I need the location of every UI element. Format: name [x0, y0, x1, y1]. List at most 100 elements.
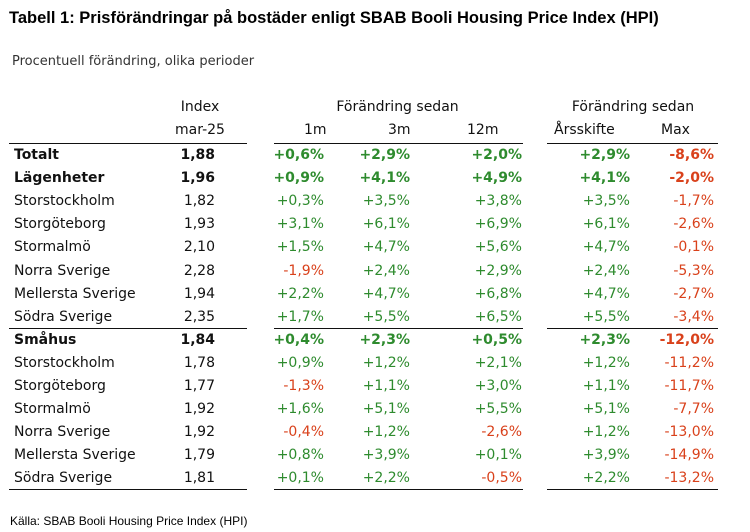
- row-label: Storstockholm: [14, 354, 115, 371]
- change-max: -0,1%: [673, 239, 714, 256]
- change-max: -14,9%: [664, 447, 714, 464]
- index-value: 1,77: [183, 378, 215, 394]
- index-value: 1,79: [183, 447, 215, 464]
- row-label: Småhus: [14, 331, 77, 348]
- change-1m: +0,3%: [276, 193, 324, 210]
- row-label: Stormalmö: [14, 401, 91, 418]
- row-label: Lägenheter: [14, 170, 105, 187]
- table-row: Stormalmö 2,10 +1,5% +4,7% +5,6% +4,7% -0,1%: [0, 236, 750, 259]
- index-value: 1,81: [183, 470, 215, 487]
- row-label: Stormalmö: [14, 239, 91, 256]
- table-row: Södra Sverige 2,35 +1,7% +5,5% +6,5% +5,5% -3,…: [0, 306, 750, 329]
- change-12m: +0,1%: [474, 447, 522, 464]
- separator-header-left: [9, 143, 247, 144]
- separator-bottom-mid: [274, 489, 523, 490]
- index-value: 1,78: [183, 354, 215, 371]
- row-label: Storstockholm: [14, 193, 115, 210]
- row-label: Södra Sverige: [14, 308, 113, 325]
- change-12m: +6,9%: [474, 216, 522, 233]
- change-max: -13,0%: [664, 424, 714, 441]
- index-value: 1,93: [183, 216, 215, 233]
- change-3m: +3,5%: [362, 193, 410, 210]
- header-max: Max: [661, 122, 690, 138]
- row-label: Norra Sverige: [14, 262, 111, 279]
- change-1m: +0,9%: [273, 170, 324, 187]
- table-row: Lägenheter 1,96 +0,9% +4,1% +4,9% +4,1% -2,0%: [0, 167, 750, 190]
- header-index: Index: [180, 99, 220, 115]
- index-value: 2,35: [183, 308, 215, 325]
- separator-bottom-right: [547, 489, 718, 490]
- change-max: -7,7%: [673, 401, 714, 418]
- table-title: Tabell 1: Prisförändringar på bostäder e…: [9, 9, 659, 27]
- index-value: 1,92: [183, 424, 215, 441]
- change-arsskifte: +6,1%: [582, 216, 630, 233]
- change-1m: +3,1%: [276, 216, 324, 233]
- change-arsskifte: +3,9%: [582, 447, 630, 464]
- table-row: Norra Sverige 1,92 -0,4% +1,2% -2,6% +1,2% -13…: [0, 421, 750, 444]
- change-12m: +2,1%: [474, 354, 522, 371]
- change-arsskifte: +3,5%: [582, 193, 630, 210]
- index-value: 1,96: [180, 170, 215, 187]
- table-row: Norra Sverige 2,28 -1,9% +2,4% +2,9% +2,4% -5,…: [0, 260, 750, 283]
- row-label: Mellersta Sverige: [14, 447, 136, 464]
- change-3m: +6,1%: [362, 216, 410, 233]
- change-1m: +0,1%: [276, 470, 324, 487]
- change-arsskifte: +4,7%: [582, 239, 630, 256]
- change-12m: -0,5%: [481, 470, 522, 487]
- change-arsskifte: +1,1%: [582, 378, 630, 394]
- change-12m: +5,5%: [474, 401, 522, 418]
- change-1m: -0,4%: [283, 424, 324, 441]
- change-12m: +2,0%: [471, 147, 522, 163]
- change-max: -13,2%: [664, 470, 714, 487]
- table-row: Storgöteborg 1,77 -1,3% +1,1% +3,0% +1,1% -11,…: [0, 375, 750, 398]
- change-3m: +4,1%: [359, 170, 410, 187]
- change-arsskifte: +1,2%: [582, 424, 630, 441]
- header-change-group-2: Förändring sedan: [571, 99, 695, 115]
- change-1m: +2,2%: [276, 285, 324, 302]
- row-label: Totalt: [14, 147, 59, 163]
- change-arsskifte: +2,9%: [579, 147, 630, 163]
- row-label: Mellersta Sverige: [14, 285, 136, 302]
- change-3m: +2,2%: [362, 470, 410, 487]
- header-3m: 3m: [388, 122, 411, 138]
- header-12m: 12m: [467, 122, 499, 138]
- change-3m: +1,1%: [362, 378, 410, 394]
- change-3m: +2,4%: [362, 262, 410, 279]
- change-3m: +4,7%: [362, 239, 410, 256]
- change-12m: +5,6%: [474, 239, 522, 256]
- change-max: -1,7%: [673, 193, 714, 210]
- change-3m: +2,9%: [359, 147, 410, 163]
- change-1m: +0,9%: [276, 354, 324, 371]
- index-value: 1,94: [183, 285, 215, 302]
- change-1m: -1,9%: [283, 262, 324, 279]
- change-max: -2,7%: [673, 285, 714, 302]
- separator-header-right: [547, 143, 718, 144]
- source-note: Källa: SBAB Booli Housing Price Index (H…: [10, 514, 248, 528]
- change-arsskifte: +2,4%: [582, 262, 630, 279]
- change-arsskifte: +2,2%: [582, 470, 630, 487]
- change-1m: -1,3%: [283, 378, 324, 394]
- table-row: Storstockholm 1,78 +0,9% +1,2% +2,1% +1,2% -11…: [0, 352, 750, 375]
- change-max: -11,2%: [664, 354, 714, 371]
- table-row: Södra Sverige 1,81 +0,1% +2,2% -0,5% +2,2% -13…: [0, 467, 750, 490]
- change-3m: +1,2%: [362, 354, 410, 371]
- change-1m: +1,6%: [276, 401, 324, 418]
- table-row: Mellersta Sverige 1,79 +0,8% +3,9% +0,1% +3,9…: [0, 444, 750, 467]
- change-max: -5,3%: [673, 262, 714, 279]
- table-row: Storstockholm 1,82 +0,3% +3,5% +3,8% +3,5% -1,…: [0, 190, 750, 213]
- change-12m: +3,8%: [474, 193, 522, 210]
- change-3m: +4,7%: [362, 285, 410, 302]
- change-max: -2,0%: [669, 170, 714, 187]
- table-row: Totalt 1,88 +0,6% +2,9% +2,0% +2,9% -8,6%: [0, 144, 750, 167]
- change-12m: +6,8%: [474, 285, 522, 302]
- change-12m: +3,0%: [474, 378, 522, 394]
- header-1m: 1m: [304, 122, 327, 138]
- index-value: 2,28: [183, 262, 215, 279]
- change-max: -2,6%: [673, 216, 714, 233]
- change-max: -12,0%: [659, 331, 714, 348]
- change-arsskifte: +2,3%: [579, 331, 630, 348]
- change-max: -3,4%: [673, 308, 714, 325]
- change-1m: +0,8%: [276, 447, 324, 464]
- header-arsskifte: Årsskifte: [554, 122, 615, 138]
- table-row: Storgöteborg 1,93 +3,1% +6,1% +6,9% +6,1% -2,6…: [0, 213, 750, 236]
